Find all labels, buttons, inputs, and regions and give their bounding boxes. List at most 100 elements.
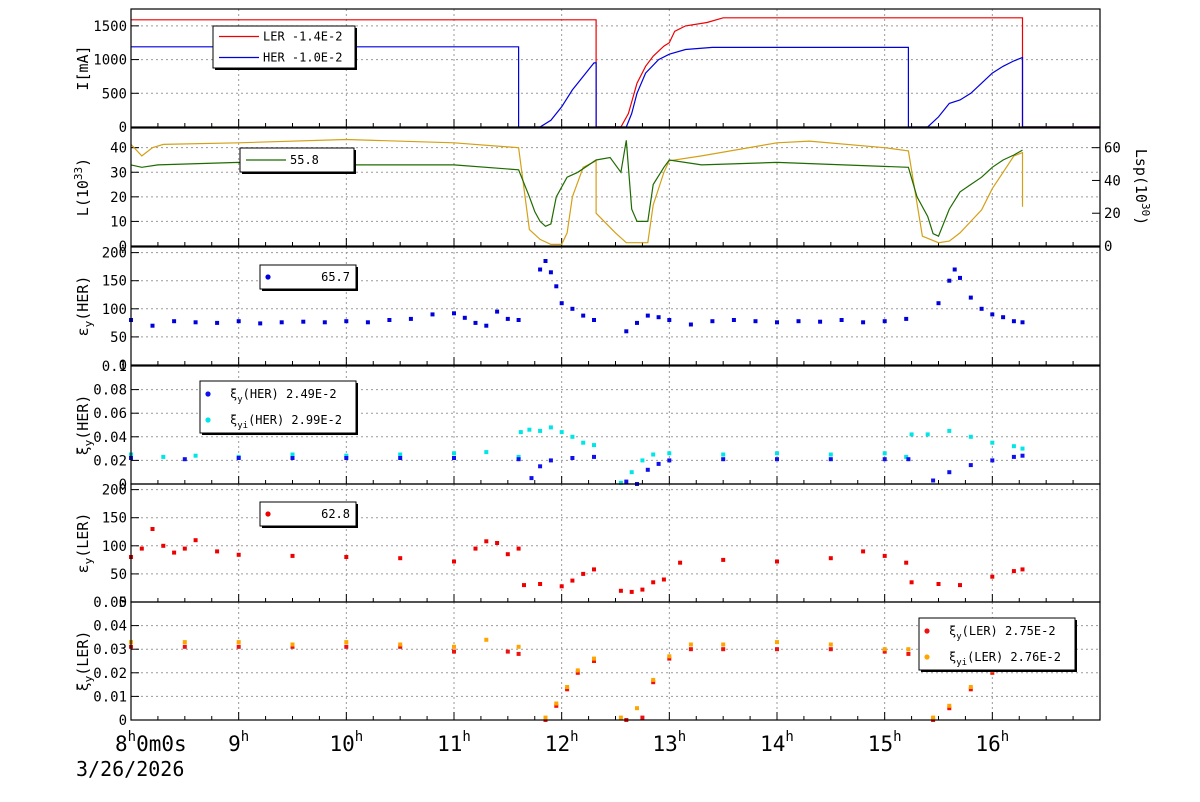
data-point xyxy=(968,434,973,439)
data-point xyxy=(775,640,779,645)
data-point xyxy=(839,318,844,322)
series-line-lum xyxy=(130,140,1023,238)
data-point xyxy=(516,454,521,459)
data-point xyxy=(516,546,521,551)
data-point xyxy=(236,456,241,460)
data-point xyxy=(548,458,553,463)
data-point xyxy=(640,587,645,592)
panel-frame xyxy=(130,601,1101,721)
data-point xyxy=(828,556,833,561)
legend: 55.8 xyxy=(239,147,356,174)
legend-box xyxy=(212,25,356,69)
data-point xyxy=(667,654,672,659)
data-point xyxy=(882,553,887,558)
y-tick-label: 200 xyxy=(102,246,127,262)
data-point xyxy=(667,451,672,456)
legend-box xyxy=(239,147,355,173)
data-point xyxy=(236,319,241,324)
y-axis-label: εy(HER) xyxy=(74,276,95,337)
data-point xyxy=(661,577,666,582)
data-point xyxy=(495,309,500,314)
legend: 65.7 xyxy=(259,264,358,291)
data-point xyxy=(581,571,586,576)
series-xi_y_ler xyxy=(129,644,1025,722)
data-point xyxy=(538,428,543,433)
y-tick-label: 0.02 xyxy=(93,453,127,469)
data-point xyxy=(952,267,957,272)
data-point xyxy=(258,321,263,326)
data-point xyxy=(344,555,349,559)
panel-emit_ler: 0 50 100 150 200 εy(LER) 62.8 xyxy=(74,483,1101,611)
data-point xyxy=(462,315,467,320)
data-point xyxy=(538,267,543,272)
panel-xi_her: 0 0.02 0.04 0.06 0.08 0.1 ξy(HER) ξy(HER) 2.49E… xyxy=(74,359,1101,493)
legend-label: ξyi(HER) 2.99E-2 xyxy=(230,413,342,431)
data-point xyxy=(629,589,634,594)
y-tick-label: 0.04 xyxy=(93,430,127,446)
data-point xyxy=(518,430,523,435)
legend-label: ξyi(LER) 2.76E-2 xyxy=(949,650,1061,668)
data-point xyxy=(182,640,187,645)
data-point xyxy=(139,546,144,551)
data-point xyxy=(592,567,596,572)
data-point xyxy=(1020,453,1025,458)
data-point xyxy=(193,320,198,325)
data-point xyxy=(828,457,833,462)
data-point xyxy=(182,546,187,551)
y-tick-label: 0 xyxy=(119,239,127,255)
data-point xyxy=(543,259,548,263)
series-her xyxy=(131,46,1100,128)
data-point xyxy=(538,464,543,469)
legend-marker-swatch xyxy=(205,391,211,397)
legend-label: ξy(HER) 2.49E-2 xyxy=(230,387,337,405)
data-point xyxy=(484,323,489,328)
data-point xyxy=(968,685,973,689)
legend-label: 62.8 xyxy=(321,507,350,521)
data-point xyxy=(505,649,510,654)
data-point xyxy=(236,644,241,649)
data-point xyxy=(554,703,559,708)
legend-marker-swatch xyxy=(265,511,271,517)
data-point xyxy=(904,316,909,321)
data-point xyxy=(667,656,672,661)
data-point xyxy=(398,452,403,457)
data-point xyxy=(710,319,715,324)
data-point xyxy=(882,647,887,652)
data-point xyxy=(408,316,413,321)
data-point xyxy=(344,640,349,645)
y-tick-label: 0.03 xyxy=(93,642,127,658)
y-tick-label: 0 xyxy=(119,477,127,493)
y-axis-label: I[mA] xyxy=(74,45,92,90)
data-point xyxy=(543,715,548,720)
data-point xyxy=(618,715,623,720)
data-point xyxy=(861,320,866,325)
y-tick-label: 150 xyxy=(102,511,127,527)
data-point xyxy=(522,583,526,588)
y-tick-label: 30 xyxy=(110,165,127,181)
data-point xyxy=(215,549,220,554)
data-point xyxy=(688,322,693,327)
x-axis: 8h0m0s 9h 10h 11h 12h 13h 14h 15h 16h 3/26/2026 xyxy=(76,729,1009,781)
data-point xyxy=(904,454,909,459)
data-point xyxy=(505,316,510,321)
data-point xyxy=(430,312,435,317)
data-point xyxy=(947,278,952,283)
legend: ξy(LER) 2.75E-2 ξyi(LER) 2.76E-2 xyxy=(918,617,1077,672)
x-tick-label: 15h xyxy=(868,729,902,756)
data-point xyxy=(290,553,295,558)
data-point xyxy=(968,295,973,300)
series-xi_yi_ler xyxy=(129,637,1025,720)
date-label: 3/26/2026 xyxy=(76,757,184,781)
data-point xyxy=(947,706,952,711)
data-point xyxy=(721,647,726,652)
data-point xyxy=(322,320,327,325)
data-point xyxy=(775,320,779,325)
data-point xyxy=(958,583,962,588)
x-tick-label: 13h xyxy=(652,729,686,756)
data-point xyxy=(575,670,580,675)
y-axis-label: εy(LER) xyxy=(74,513,95,574)
data-point xyxy=(344,456,349,460)
data-point xyxy=(301,319,306,324)
x-tick-label: 14h xyxy=(760,729,794,756)
